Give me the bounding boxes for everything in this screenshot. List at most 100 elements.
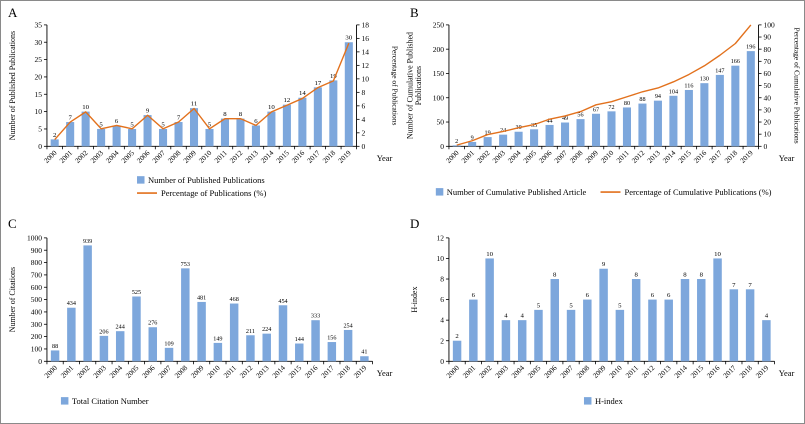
x-tick-label: 2008 [173, 364, 189, 380]
legend-bar-marker [583, 397, 591, 405]
legend-label: H-index [594, 396, 623, 406]
x-tick-label: 2010 [599, 149, 615, 165]
bar-C-2014 [278, 305, 288, 362]
x-tick-label: 2007 [157, 364, 173, 380]
bar-A-2017 [313, 87, 322, 147]
x-tick-label: 2019 [337, 149, 353, 165]
x-tick-label: 2002 [477, 364, 493, 380]
x-tick-label: 2002 [475, 149, 491, 165]
bar-value-label: 44 [546, 117, 552, 124]
axis-title-line: H-index [409, 287, 418, 313]
bar-A-2001 [66, 122, 75, 147]
bar-value-label: 11 [191, 101, 198, 108]
y-tick-label: 600 [31, 283, 42, 292]
y-tick-label: 0 [440, 142, 444, 151]
bar-value-label: 8 [239, 111, 243, 118]
bar-A-2014 [267, 111, 276, 147]
bar-value-label: 5 [99, 121, 103, 128]
x-tick-label: 2014 [661, 149, 677, 165]
bar-A-2007 [159, 128, 168, 147]
y-tick-label: 20 [763, 118, 771, 127]
x-tick-label: 2009 [583, 149, 599, 165]
bar-value-label: 4 [504, 313, 508, 320]
x-tick-label: 2008 [568, 149, 584, 165]
y-tick-label: 300 [31, 320, 42, 329]
bar-value-label: 19 [484, 130, 490, 137]
bar-D-2010 [615, 309, 624, 362]
y-axis-left: 0 5 10 15 20 25 30 35 [34, 20, 47, 151]
x-tick-label: 2018 [738, 364, 754, 380]
y-tick-label: 150 [432, 69, 443, 78]
bar-value-label: 276 [148, 320, 157, 327]
x-tick-label: 2007 [558, 364, 574, 380]
x-tick-label: 2001 [59, 364, 75, 380]
bar-value-label: 224 [262, 326, 271, 333]
bar-value-label: 468 [230, 296, 239, 303]
y-tick-label: 10 [763, 130, 771, 139]
axes-frame [46, 237, 373, 362]
y-axis-left: 0 2 4 6 8 10 12 [436, 233, 449, 366]
legend-row: Total Citation Number [60, 396, 149, 406]
y-axis-title-left: Number of Citations [8, 267, 17, 332]
bar-B-2000 [452, 145, 461, 147]
x-tick-label: 2011 [213, 149, 229, 165]
x-tick-label: 2019 [754, 364, 770, 380]
x-tick-label: 2001 [460, 149, 476, 165]
y-tick-label: 50 [436, 118, 444, 127]
bar-value-label: 8 [223, 111, 227, 118]
bar-D-2016 [712, 258, 722, 362]
y-axis-right: 0 10 20 30 40 50 60 70 80 90 100 [758, 20, 775, 151]
x-tick-label: 2010 [607, 364, 623, 380]
axes-frame [46, 24, 358, 147]
x-tick-label: 2018 [723, 149, 739, 165]
bar-value-label: 9 [146, 108, 150, 115]
x-tick-label: 2017 [721, 364, 737, 380]
x-axis: 2000 2001 2002 2003 2004 2005 2006 2007 2008 2009… [43, 361, 373, 380]
x-axis: 2000 2001 2002 2003 2004 2005 2006 2007 2008 2009… [445, 361, 775, 380]
x-tick-label: 2010 [206, 364, 222, 380]
bar-value-label: 333 [311, 313, 320, 320]
bar-B-2016 [699, 83, 708, 147]
bar-C-2004 [115, 331, 125, 362]
panel-D: D 0 2 4 6 8 10 12 2000 2001 2002 2003 2004 2005 2006 20… [403, 212, 805, 423]
panel-letter-C: C [8, 216, 17, 231]
y-tick-label: 6 [440, 295, 444, 304]
y-tick-label: 0 [763, 142, 767, 151]
legend-row: Number of Published Publications [137, 175, 265, 185]
bar-value-label: 67 [592, 106, 598, 113]
bar-value-label: 104 [668, 88, 677, 95]
bar-A-2002 [81, 111, 90, 147]
bar-D-2011 [631, 279, 640, 362]
legend-label: Percentage of Publications (%) [161, 188, 266, 198]
bar-C-2015 [295, 343, 304, 362]
x-tick-label: 2003 [491, 149, 507, 165]
legend-label: Total Citation Number [72, 396, 149, 406]
bar-B-2007 [560, 122, 569, 147]
bar-value-label: 4 [764, 313, 768, 320]
chart-panel-B: B050100150200250010203040506070809010020… [405, 5, 801, 197]
x-axis: 2000 2001 2002 2003 2004 2005 2006 2007 2008 2009… [444, 146, 759, 165]
bar-B-2015 [684, 89, 693, 147]
bar-A-2015 [282, 104, 291, 147]
axis-title-line: Percentage of Publications [391, 46, 400, 126]
bar-B-2003 [498, 134, 507, 147]
bar-C-2017 [327, 342, 337, 362]
y-tick-label: 20 [34, 73, 42, 82]
bar-value-label: 6 [115, 118, 119, 125]
bar-value-label: 8 [634, 272, 638, 279]
bar-value-label: 434 [67, 300, 76, 307]
legend-bar-marker [137, 176, 145, 184]
axis-title-line: Number of Citations [8, 267, 17, 332]
bar-value-label: 10 [82, 104, 89, 111]
panel-letter-D: D [409, 216, 418, 231]
bar-A-2019 [344, 42, 353, 147]
bar-C-2009 [197, 301, 206, 362]
x-tick-label: 2018 [321, 149, 337, 165]
y-tick-label: 700 [31, 271, 42, 280]
panel-B: B 0 50 100 150 200 250 0 10 20 30 40 50 60 70 80 90 100 20… [403, 1, 805, 212]
bar-D-2007 [566, 309, 575, 362]
x-tick-label: 2017 [707, 149, 723, 165]
x-tick-label: 2012 [228, 149, 244, 165]
x-tick-label: 2006 [141, 364, 157, 380]
bar-B-2002 [483, 137, 492, 147]
